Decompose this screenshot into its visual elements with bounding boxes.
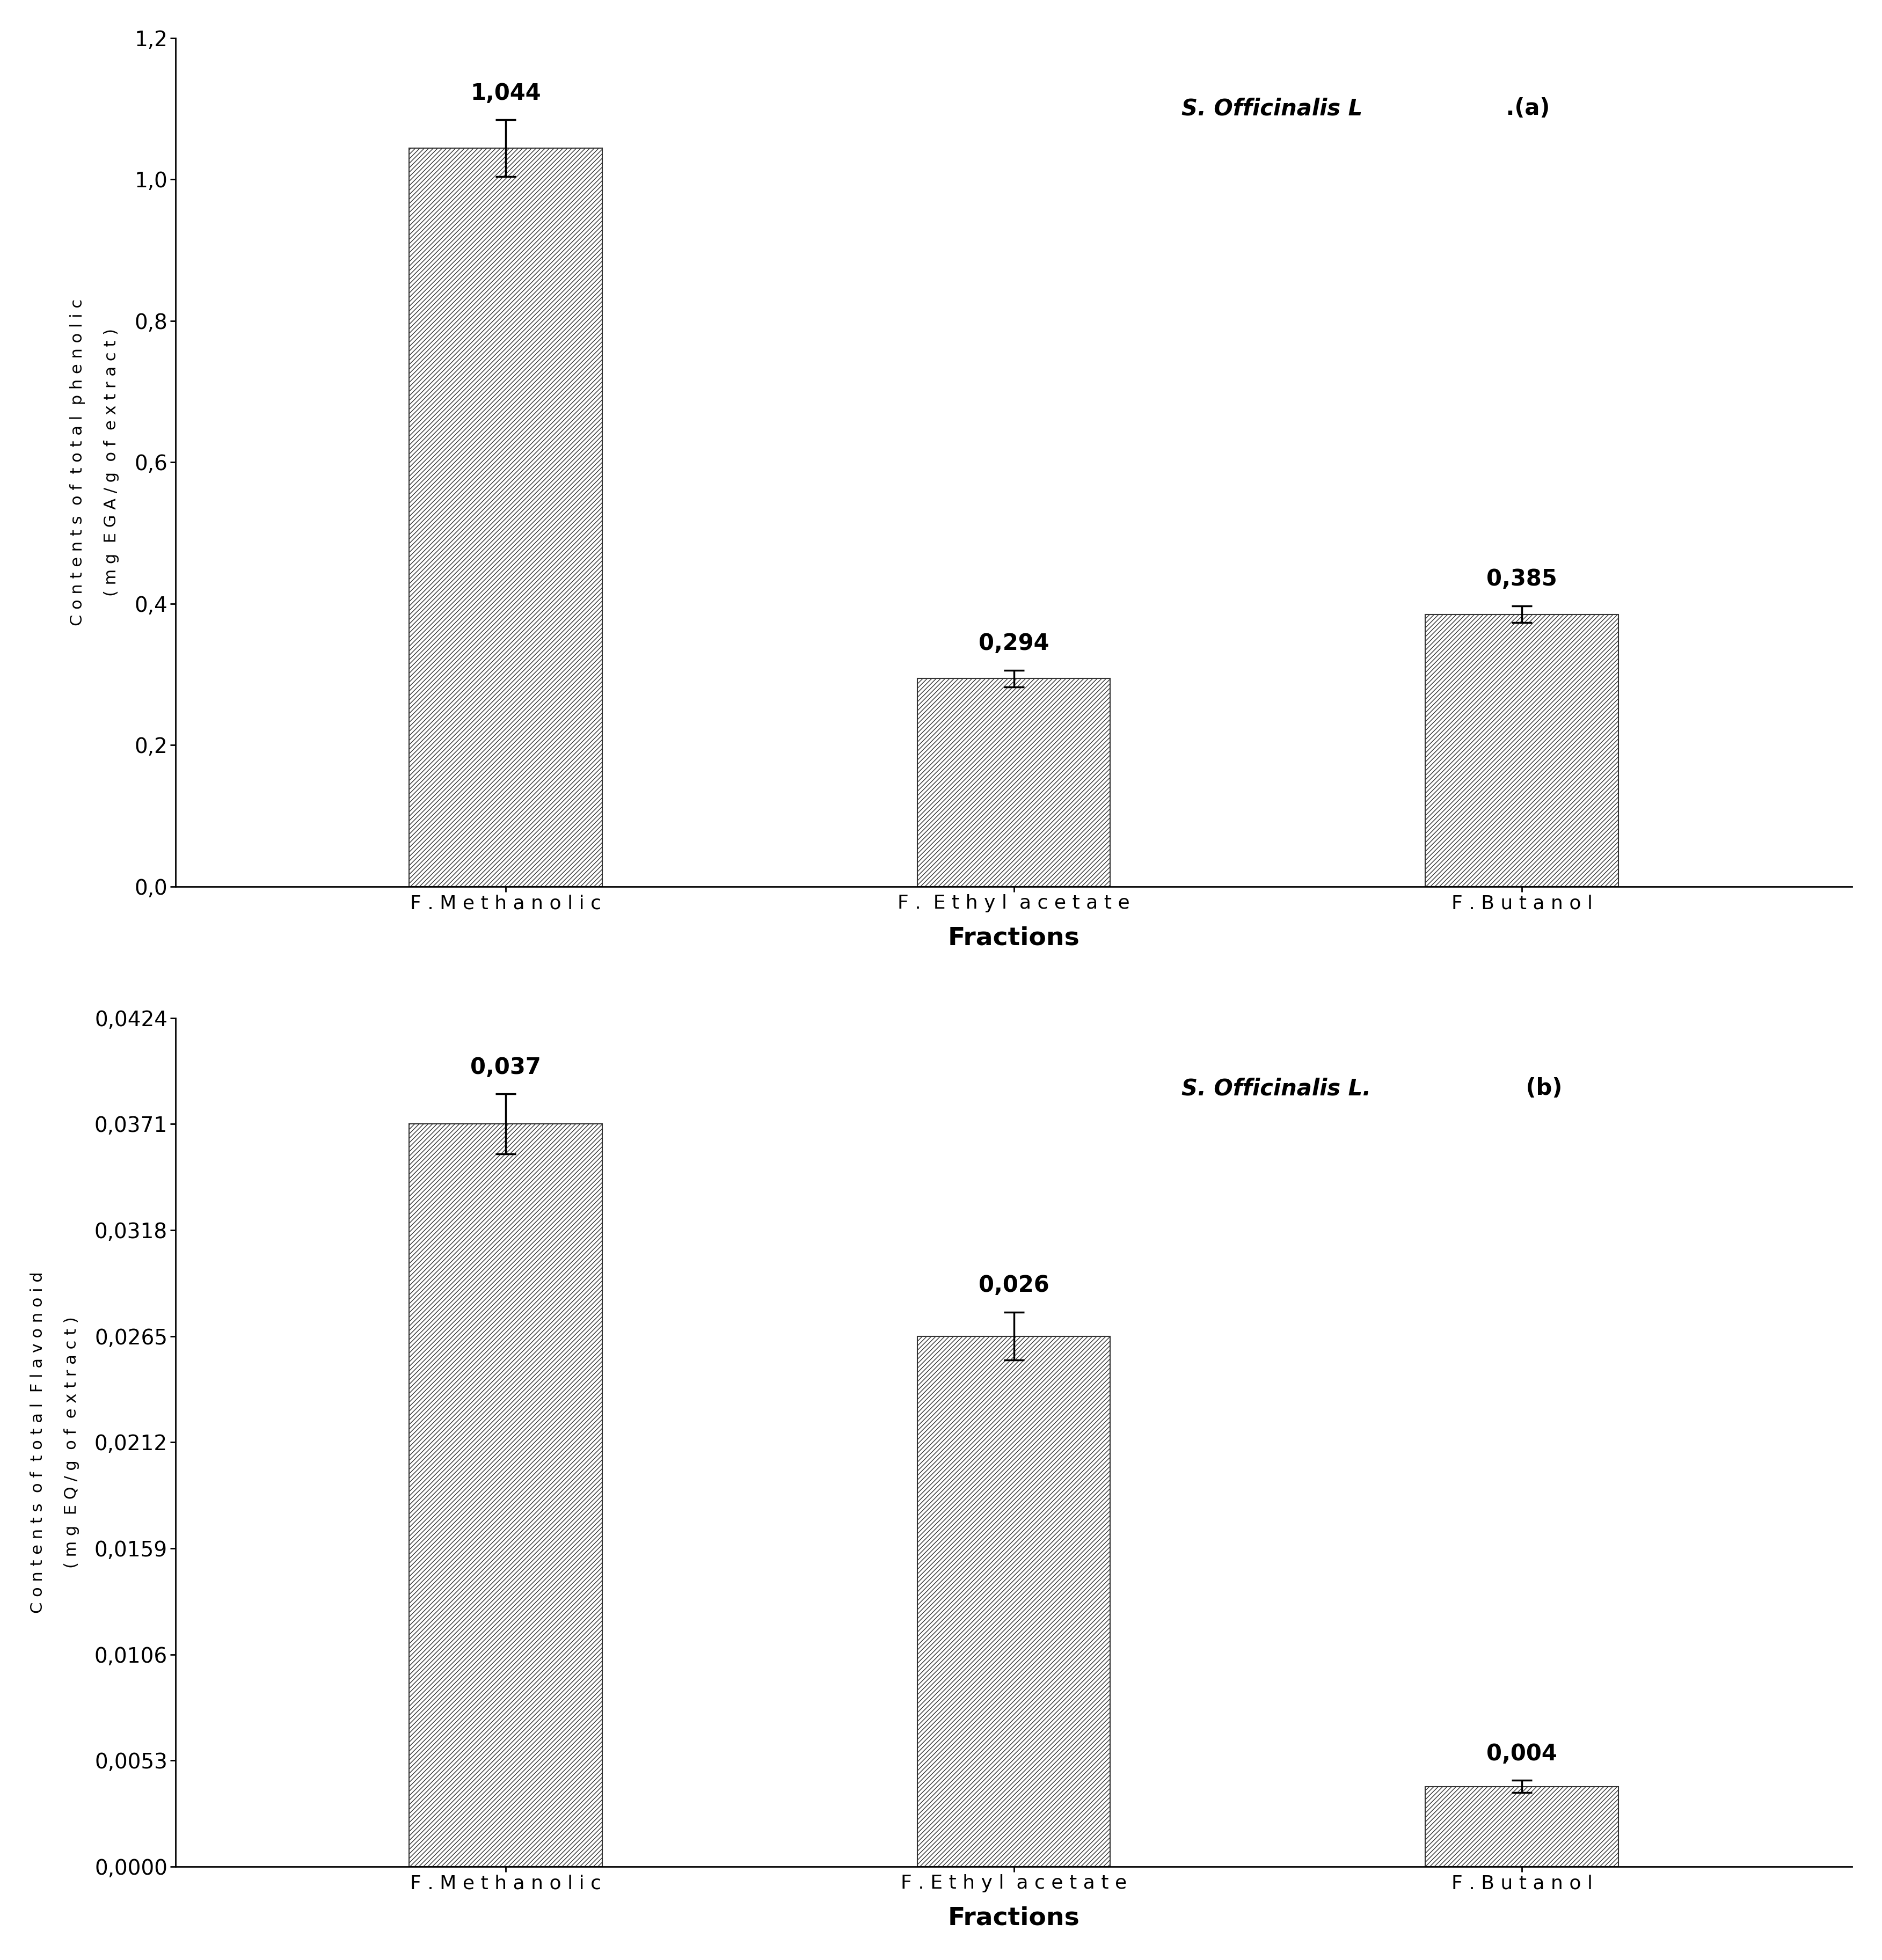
X-axis label: Fractions: Fractions <box>949 925 1080 951</box>
Text: .(a): .(a) <box>1498 98 1549 120</box>
Text: 0,294: 0,294 <box>979 633 1048 655</box>
Text: S. Officinalis L: S. Officinalis L <box>1182 98 1363 120</box>
Text: 1,044: 1,044 <box>470 82 540 104</box>
Text: 0,037: 0,037 <box>470 1056 540 1078</box>
Bar <box>917 678 1110 886</box>
Bar <box>408 1123 602 1866</box>
Text: 0,385: 0,385 <box>1487 568 1556 590</box>
Y-axis label: C o n t e n t s  o f  t o t a l  F l a v o n o i d
( m g  E Q / g  o f  e x t r : C o n t e n t s o f t o t a l F l a v o … <box>30 1272 79 1613</box>
Text: 0,004: 0,004 <box>1487 1742 1556 1766</box>
Bar <box>1425 613 1619 886</box>
Text: S. Officinalis L. (b): S. Officinalis L. (b) <box>1182 1078 1415 1100</box>
Y-axis label: C o n t e n t s  o f  t o t a l  p h e n o l i c
( m g  E G A / g  o f  e x t r : C o n t e n t s o f t o t a l p h e n o … <box>70 298 119 625</box>
Text: S. Officinalis L .(a): S. Officinalis L .(a) <box>1182 98 1413 120</box>
Bar <box>408 149 602 886</box>
Text: S. Officinalis L.: S. Officinalis L. <box>1182 1078 1370 1100</box>
Bar <box>917 1337 1110 1866</box>
Bar <box>1425 1786 1619 1866</box>
Text: 0,026: 0,026 <box>979 1274 1048 1298</box>
Text: (b): (b) <box>1517 1078 1562 1100</box>
X-axis label: Fractions: Fractions <box>949 1905 1080 1931</box>
